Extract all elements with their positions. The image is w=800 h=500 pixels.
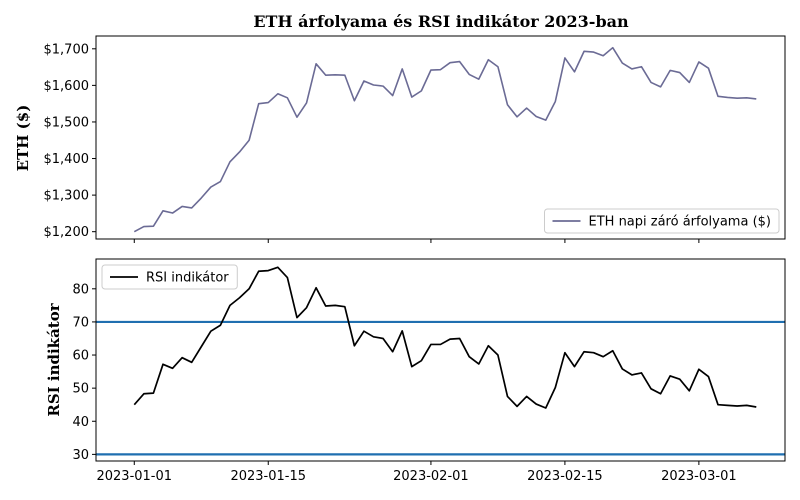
price-axis-label: ETH ($) bbox=[14, 105, 32, 172]
rsi-ytick-label: 70 bbox=[72, 315, 89, 330]
price-legend-label: ETH napi záró árfolyama ($) bbox=[589, 215, 772, 230]
xtick-label: 2023-01-15 bbox=[230, 469, 306, 484]
price-ytick-label: $1,500 bbox=[44, 115, 90, 130]
rsi-legend: RSI indikátor bbox=[101, 264, 238, 290]
rsi-axis-label: RSI indikátor bbox=[45, 302, 63, 416]
price-ytick-label: $1,200 bbox=[44, 225, 90, 240]
price-legend-box bbox=[544, 208, 780, 234]
rsi-legend-box bbox=[101, 264, 238, 290]
rsi-panel: 30 40 50 60 70 80 2023-01-01 2023-01-15 2023-02-… bbox=[72, 258, 786, 484]
rsi-ytick-label: 80 bbox=[72, 282, 89, 297]
xtick-label: 2023-02-15 bbox=[527, 469, 603, 484]
rsi-ytick-label: 30 bbox=[72, 448, 89, 463]
price-ytick-label: $1,600 bbox=[44, 79, 90, 94]
rsi-series-line bbox=[133, 266, 757, 409]
xtick-label: 2023-01-01 bbox=[96, 469, 172, 484]
xtick-label: 2023-02-01 bbox=[393, 469, 469, 484]
rsi-plot-frame bbox=[95, 258, 786, 462]
price-ytick-label: $1,700 bbox=[44, 42, 90, 57]
price-ytick-label: $1,300 bbox=[44, 189, 90, 204]
rsi-legend-label: RSI indikátor bbox=[146, 271, 229, 286]
rsi-ytick-label: 40 bbox=[72, 415, 89, 430]
price-panel: $1,200 $1,300 $1,400 $1,500 $1,600 $1,700 ETH … bbox=[44, 35, 786, 243]
price-series-line bbox=[133, 46, 757, 233]
price-plot-frame bbox=[95, 35, 786, 240]
rsi-ytick-label: 60 bbox=[72, 349, 89, 364]
xtick-label: 2023-03-01 bbox=[661, 469, 737, 484]
price-legend: ETH napi záró árfolyama ($) bbox=[544, 208, 780, 234]
price-ytick-label: $1,400 bbox=[44, 152, 90, 167]
rsi-ytick-label: 50 bbox=[72, 382, 89, 397]
chart-title: ETH árfolyama és RSI indikátor 2023-ban bbox=[253, 12, 629, 31]
